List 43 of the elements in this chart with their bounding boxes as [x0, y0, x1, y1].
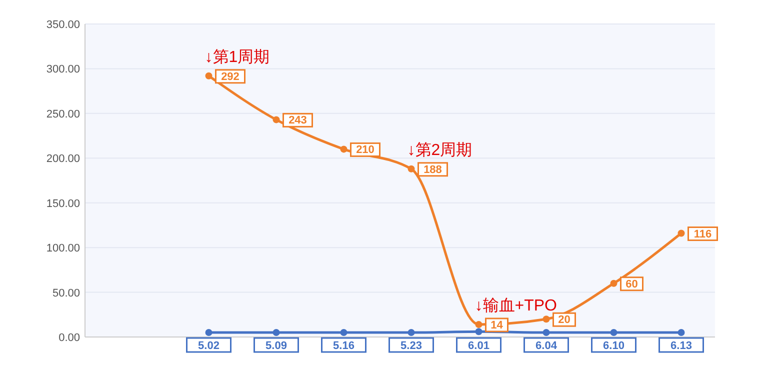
point	[542, 329, 550, 336]
data-label: 188	[424, 164, 442, 176]
y-tick-label: 0.00	[58, 332, 80, 344]
point	[678, 230, 685, 237]
data-label: 243	[288, 114, 307, 127]
x-tick-label: 5.02	[198, 340, 220, 352]
data-label: 210	[356, 144, 374, 156]
x-tick-label: 6.13	[670, 340, 692, 352]
y-tick-label: 200.00	[46, 153, 80, 166]
data-label: 20	[558, 314, 570, 326]
point	[610, 329, 618, 336]
data-label: 60	[626, 278, 638, 290]
data-label: 292	[221, 70, 240, 83]
point	[272, 329, 280, 336]
y-tick-label: 50.00	[52, 287, 80, 300]
x-tick-label: 6.01	[468, 340, 490, 352]
point	[408, 329, 415, 336]
point	[610, 280, 618, 287]
x-tick-label: 6.04	[536, 340, 558, 352]
point	[542, 316, 550, 323]
x-tick-label: 5.09	[266, 340, 287, 352]
y-tick-label: 300.00	[46, 64, 80, 76]
point	[408, 165, 415, 172]
point	[205, 72, 212, 80]
point	[475, 328, 482, 336]
data-label: 14	[490, 319, 504, 332]
data-label: 116	[694, 228, 712, 240]
annotation: ↓第1周期	[204, 48, 270, 66]
annotation: ↓第2周期	[407, 140, 472, 159]
point	[678, 329, 685, 336]
point	[272, 116, 280, 124]
point	[340, 146, 348, 153]
point	[340, 329, 348, 336]
x-tick-label: 6.10	[603, 340, 624, 352]
annotation: ↓输血+TPO	[474, 297, 557, 314]
y-tick-label: 100.00	[46, 242, 80, 255]
x-tick-label: 5.16	[333, 340, 354, 352]
y-tick-label: 250.00	[46, 108, 80, 120]
y-tick-label: 150.00	[46, 198, 80, 210]
x-tick-label: 5.23	[400, 340, 422, 352]
point	[475, 320, 482, 328]
y-tick-label: 350.00	[46, 19, 80, 31]
point	[205, 329, 212, 336]
